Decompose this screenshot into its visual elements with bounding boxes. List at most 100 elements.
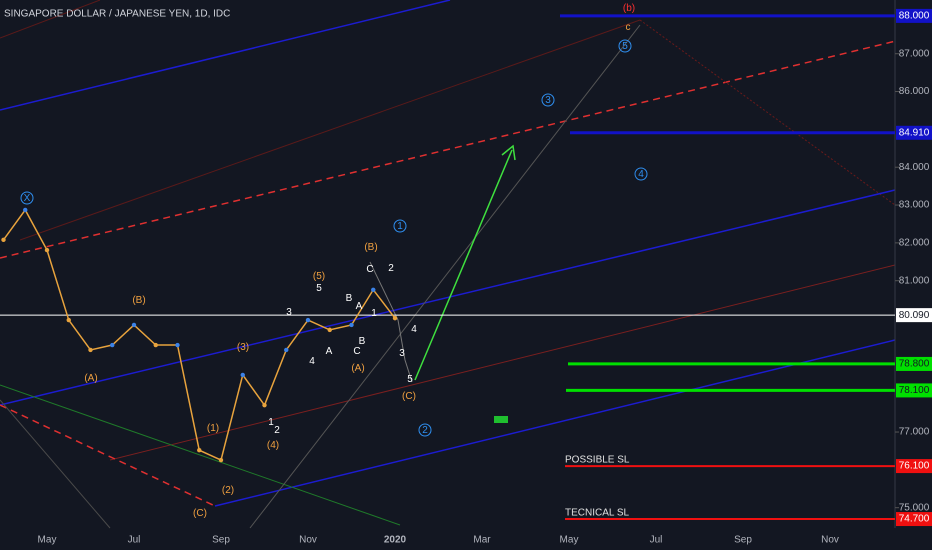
- wave-label: A: [326, 346, 333, 357]
- channel-line: [0, 404, 216, 507]
- price-point: [371, 287, 376, 292]
- level-label: 88.000: [899, 11, 930, 22]
- wave-label: (A): [84, 373, 97, 384]
- wave-circle: [541, 93, 555, 107]
- price-point: [23, 207, 28, 213]
- wave-circle: [634, 167, 648, 181]
- wave-label: B: [346, 293, 353, 304]
- wave-label: (C): [193, 508, 207, 519]
- wave-label: 2: [422, 425, 428, 436]
- wave-label: (A): [351, 363, 364, 374]
- level-note: POSSIBLE SL: [565, 455, 630, 466]
- arrow-head: [501, 144, 516, 161]
- wave-label: 3: [286, 307, 292, 318]
- y-tick-label: 75.000: [899, 502, 930, 513]
- wave-label: (b): [623, 3, 635, 14]
- channel-line: [639, 19, 896, 206]
- x-tick-label: 2020: [384, 535, 407, 546]
- wave-label: A: [356, 301, 363, 312]
- price-point: [110, 342, 115, 348]
- wave-label: C: [366, 264, 373, 275]
- x-tick-label: Nov: [821, 535, 839, 546]
- wave-label: 1: [371, 308, 377, 319]
- channel-line: [0, 0, 451, 111]
- channel-line: [0, 0, 101, 39]
- level-label: 78.800: [899, 359, 930, 370]
- wave-circle: [20, 191, 34, 205]
- price-point: [1, 237, 6, 243]
- level-badge: [896, 459, 932, 474]
- marker: [494, 416, 508, 423]
- level-label: 80.090: [899, 310, 930, 321]
- price-point: [66, 317, 71, 323]
- x-tick-label: Mar: [473, 535, 491, 546]
- wave-label: X: [24, 193, 31, 204]
- y-tick-label: 81.000: [899, 275, 930, 286]
- wave-label: (2): [222, 485, 234, 496]
- wave-label: (C): [402, 391, 416, 402]
- x-tick-label: Sep: [734, 535, 752, 546]
- level-badge: [896, 308, 932, 323]
- y-tick-label: 77.000: [899, 427, 930, 438]
- wave-label: (3): [237, 342, 249, 353]
- projection-arrow: [414, 149, 513, 381]
- price-point: [153, 342, 158, 348]
- wave-label: 5: [407, 374, 413, 385]
- channel-line: [109, 264, 896, 461]
- wave-label: 5: [622, 41, 628, 52]
- channel-line: [0, 39, 901, 259]
- wave-circle: [418, 423, 432, 437]
- channel-line: [214, 339, 896, 507]
- wave-label: (B): [364, 242, 377, 253]
- price-point: [305, 317, 311, 323]
- price-point: [88, 347, 93, 353]
- wave-label: 5: [316, 283, 322, 294]
- trend-line: [0, 384, 401, 526]
- wave-label: 1: [397, 221, 403, 232]
- y-tick-label: 84.000: [899, 162, 930, 173]
- wave-label: 3: [399, 348, 405, 359]
- wave-label: c: [626, 22, 631, 33]
- price-point: [262, 402, 267, 408]
- x-tick-label: May: [38, 535, 57, 546]
- x-tick-label: Sep: [212, 535, 230, 546]
- price-point: [327, 327, 332, 333]
- wave-path: [369, 261, 413, 383]
- wave-label: (B): [132, 295, 145, 306]
- wave-label: 2: [274, 425, 280, 436]
- chart-title: SINGAPORE DOLLAR / JAPANESE YEN, 1D, IDC: [4, 9, 230, 20]
- wave-circle: [618, 39, 632, 53]
- level-note: TECNICAL SL: [565, 508, 630, 519]
- wave-label: 4: [411, 324, 417, 335]
- level-badge: [896, 125, 932, 140]
- level-badge: [896, 512, 932, 527]
- x-tick-label: May: [560, 535, 579, 546]
- wave-label: 4: [309, 356, 315, 367]
- level-badge: [896, 356, 932, 371]
- y-tick-label: 83.000: [899, 200, 930, 211]
- price-point: [284, 347, 289, 353]
- price-point: [175, 342, 180, 348]
- wave-label: (5): [313, 271, 325, 282]
- wave-label: 1: [268, 417, 274, 428]
- price-point: [218, 457, 224, 463]
- channel-line: [19, 19, 641, 241]
- level-badge: [896, 383, 932, 398]
- price-point: [197, 447, 202, 453]
- wave-circle: [393, 219, 407, 233]
- y-tick-label: 87.000: [899, 48, 930, 59]
- level-label: 84.910: [899, 127, 930, 138]
- y-tick-label: 86.000: [899, 86, 930, 97]
- trend-line: [249, 24, 641, 529]
- wave-label: C: [353, 346, 360, 357]
- wave-label: 2: [388, 263, 394, 274]
- wave-label: 4: [638, 169, 644, 180]
- wave-label: (1): [207, 423, 219, 434]
- level-label: 78.100: [899, 385, 930, 396]
- level-label: 76.100: [899, 461, 930, 472]
- drawings: [0, 0, 901, 529]
- price-point: [392, 315, 398, 321]
